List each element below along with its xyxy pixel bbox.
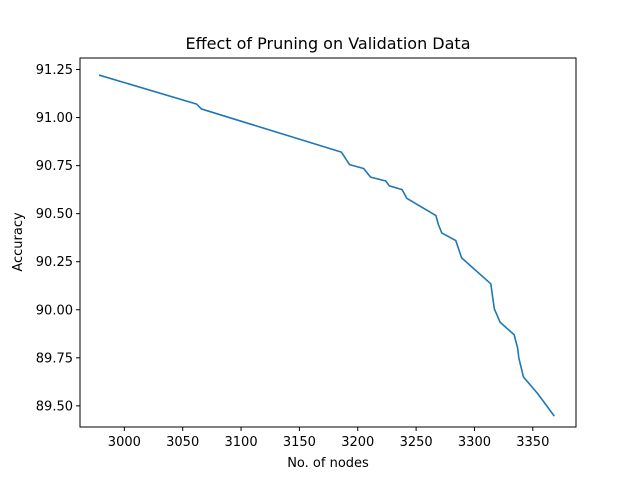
y-tick-label: 90.50 [36,207,73,222]
y-axis-label: Accuracy [11,212,26,272]
y-tick-label: 90.25 [36,255,73,270]
x-axis-ticks: 3000 3050 3100 3150 3200 3250 3300 3350 [108,427,549,450]
x-tick-label: 3150 [283,435,316,450]
y-tick-label: 89.50 [36,399,73,414]
x-tick-label: 3000 [108,435,141,450]
x-tick-label: 3050 [166,435,199,450]
x-tick-label: 3200 [341,435,374,450]
y-axis-ticks: 89.50 89.75 90.00 90.25 90.50 90.75 91.00 91.25 [36,63,80,414]
y-tick-label: 91.25 [36,63,73,78]
y-tick-label: 89.75 [36,351,73,366]
x-tick-label: 3300 [458,435,491,450]
plot-area [98,74,555,417]
y-tick-label: 90.75 [36,159,73,174]
series-line-0 [98,74,555,417]
x-tick-label: 3250 [400,435,433,450]
y-tick-label: 90.00 [36,303,73,318]
x-tick-label: 3100 [225,435,258,450]
x-axis-label: No. of nodes [287,456,369,471]
y-tick-label: 91.00 [36,111,73,126]
x-tick-label: 3350 [516,435,549,450]
axes-frame [79,57,577,428]
chart-title: Effect of Pruning on Validation Data [185,34,470,53]
